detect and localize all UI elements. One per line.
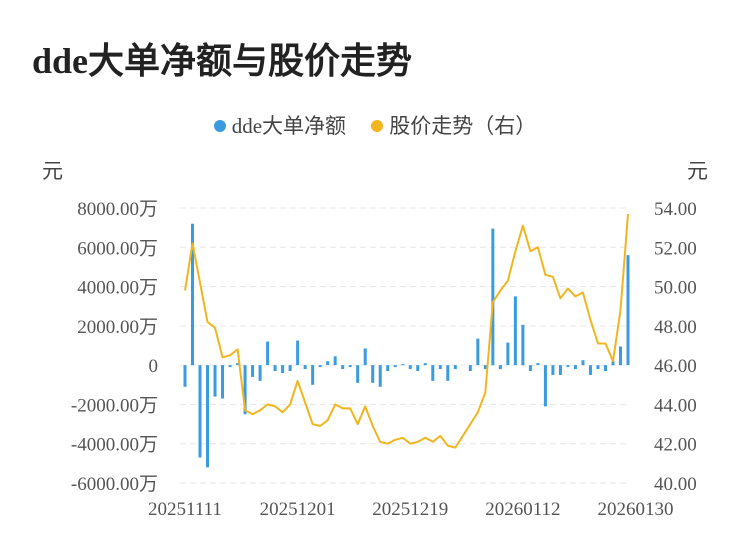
bar (483, 365, 487, 370)
bar (333, 356, 337, 366)
left-tick-label: 4000.00万 (77, 278, 158, 299)
bar (363, 348, 367, 366)
left-axis-unit: 元 (42, 159, 63, 183)
left-tick-label: 0 (149, 356, 159, 377)
bar (296, 340, 300, 366)
bar (266, 341, 270, 366)
bar (198, 365, 202, 458)
bar (236, 363, 240, 366)
bar (596, 365, 600, 370)
bar (528, 365, 532, 372)
bar (603, 365, 607, 372)
bar (251, 365, 255, 377)
right-tick-label: 48.00 (654, 317, 697, 338)
right-tick-label: 44.00 (654, 395, 697, 416)
bar (626, 255, 630, 366)
bar (206, 365, 210, 468)
bar (536, 363, 540, 366)
right-tick-label: 40.00 (654, 474, 697, 495)
bar (221, 365, 225, 399)
right-tick-label: 50.00 (654, 278, 697, 299)
left-tick-label: 8000.00万 (77, 199, 158, 220)
bar (281, 365, 285, 373)
right-tick-label: 52.00 (654, 238, 697, 259)
bar (618, 346, 622, 366)
axes: 元 元 -6000.00万 -4000.00万 -2000.00万 0 2000.00万… (42, 159, 708, 520)
price-line (184, 213, 629, 449)
bar (393, 365, 397, 368)
x-tick-label: 20260130 (598, 499, 674, 520)
bar (446, 365, 450, 381)
bar (476, 338, 480, 366)
x-tick-label: 20260112 (485, 499, 560, 520)
bar (191, 223, 195, 366)
bar (543, 365, 547, 407)
left-tick-label: 6000.00万 (77, 238, 158, 259)
right-axis-unit: 元 (687, 159, 708, 183)
bar (558, 365, 562, 375)
bar-series-dde (183, 223, 630, 468)
bar (318, 365, 322, 368)
grid-lines (180, 207, 628, 484)
bar (611, 361, 615, 366)
bar (506, 342, 510, 366)
left-tick-label: -2000.00万 (71, 395, 158, 416)
bar (371, 365, 375, 383)
bar (498, 365, 502, 370)
bar (416, 365, 420, 372)
legend-label-price: 股价走势（右） (389, 114, 537, 138)
chart-title: dde大单净额与股价走势 (32, 41, 413, 81)
bar (513, 296, 517, 366)
bar (521, 324, 525, 366)
bar (551, 365, 555, 375)
left-tick-label: -4000.00万 (71, 435, 158, 456)
legend-item-dde[interactable]: dde大单净额 (213, 110, 347, 140)
bar (311, 365, 315, 385)
bar (581, 360, 585, 366)
bar (326, 361, 330, 366)
bar (213, 365, 217, 397)
bar (438, 365, 442, 370)
bar (288, 365, 292, 372)
bar (401, 364, 405, 366)
bar (356, 365, 360, 383)
bar (431, 365, 435, 381)
bar (386, 365, 390, 372)
bar (258, 365, 262, 381)
bar (566, 365, 570, 368)
legend: dde大单净额 股价走势（右） (0, 110, 750, 140)
bar (273, 365, 277, 372)
bar (243, 365, 247, 415)
bar (408, 365, 412, 370)
bar (573, 365, 577, 370)
left-tick-label: 2000.00万 (77, 317, 158, 338)
bar (183, 365, 187, 387)
legend-item-price[interactable]: 股价走势（右） (371, 110, 536, 140)
bar (588, 365, 592, 375)
right-tick-label: 42.00 (654, 435, 697, 456)
legend-marker-dde (213, 120, 226, 133)
right-tick-label: 54.00 (654, 199, 697, 220)
bar (423, 363, 427, 366)
x-tick-label: 20251219 (372, 499, 448, 520)
x-tick-label: 20251111 (148, 499, 222, 520)
right-tick-label: 46.00 (654, 356, 697, 377)
bar (378, 365, 382, 387)
legend-label-dde: dde大单净额 (231, 114, 347, 138)
x-tick-label: 20251201 (260, 499, 336, 520)
left-tick-label: -6000.00万 (71, 474, 158, 495)
bar (341, 365, 345, 370)
bar (491, 228, 495, 366)
bar (468, 365, 472, 372)
line-series-price (184, 213, 629, 449)
legend-marker-price (371, 120, 384, 133)
bar (453, 365, 457, 370)
bar (348, 365, 352, 368)
bar (303, 365, 307, 370)
bar (228, 365, 232, 368)
